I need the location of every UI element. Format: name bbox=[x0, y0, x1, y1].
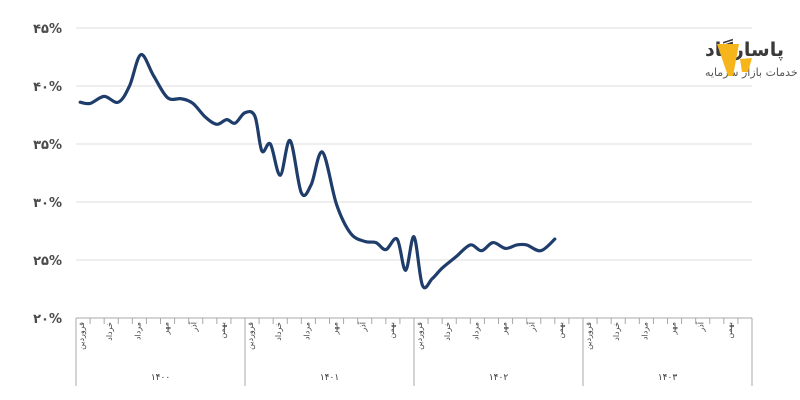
x-tick-label: بهمن bbox=[725, 322, 734, 339]
x-tick-label: خرداد bbox=[105, 322, 114, 341]
y-tick-label: ۲۰% bbox=[33, 312, 62, 327]
y-tick-label: ۳۰% bbox=[33, 196, 62, 211]
y-tick-label: ۳۵% bbox=[33, 138, 62, 153]
x-tick-label: آذر bbox=[696, 321, 706, 332]
x-tick-label: فروردین bbox=[584, 322, 593, 350]
x-tick-label: آذر bbox=[527, 321, 537, 332]
x-axis: ۱۴۰۰ ۱۴۰۱ ۱۴۰۲ ۱۴۰۳ فروردین خرداد مرداد مهر آذر ب… bbox=[75, 317, 753, 386]
brand-name: پاسارگاد bbox=[705, 38, 784, 61]
year-label: ۱۴۰۰ bbox=[151, 373, 170, 383]
brand-logo-block: پاسارگاد گروه خدمات بازار سرمایه bbox=[705, 38, 800, 79]
brand-subtitle: گروه خدمات بازار سرمایه bbox=[705, 66, 800, 79]
x-tick-label: مرداد bbox=[640, 322, 649, 340]
x-tick-label: آذر bbox=[189, 321, 199, 332]
x-tick-label: خرداد bbox=[612, 322, 621, 341]
x-tick-label: فروردین bbox=[415, 322, 424, 350]
x-tick-label: مرداد bbox=[302, 322, 311, 340]
y-tick-label: ۴۰% bbox=[33, 80, 62, 95]
year-label: ۱۴۰۲ bbox=[489, 373, 509, 383]
x-tick-label: بهمن bbox=[218, 322, 227, 339]
grid-layer bbox=[76, 27, 752, 261]
x-tick-label: فروردین bbox=[246, 322, 255, 350]
x-tick-label: مهر bbox=[162, 322, 171, 335]
brand-mark-icon bbox=[717, 44, 752, 76]
x-tick-label: بهمن bbox=[556, 322, 565, 339]
series-layer bbox=[78, 53, 557, 290]
series-line-series-1 bbox=[78, 53, 557, 290]
x-tick-label: خرداد bbox=[443, 322, 452, 341]
y-tick-label: ۴۵% bbox=[33, 22, 62, 37]
year-label: ۱۴۰۳ bbox=[658, 373, 678, 383]
x-tick-label: فروردین bbox=[77, 322, 86, 350]
x-tick-label: آذر bbox=[358, 321, 368, 332]
x-tick-label: مهر bbox=[500, 322, 509, 335]
x-tick-label: بهمن bbox=[387, 322, 396, 339]
y-tick-label: ۲۵% bbox=[33, 254, 62, 269]
x-tick-label: مرداد bbox=[133, 322, 142, 340]
x-tick-label: مهر bbox=[669, 322, 678, 335]
y-axis: ۲۰% ۲۵% ۳۰% ۳۵% ۴۰% ۴۵% bbox=[33, 22, 62, 327]
year-label: ۱۴۰۱ bbox=[320, 373, 339, 383]
x-tick-label: خرداد bbox=[274, 322, 283, 341]
x-tick-label: مرداد bbox=[471, 322, 480, 340]
x-tick-label: مهر bbox=[331, 322, 340, 335]
